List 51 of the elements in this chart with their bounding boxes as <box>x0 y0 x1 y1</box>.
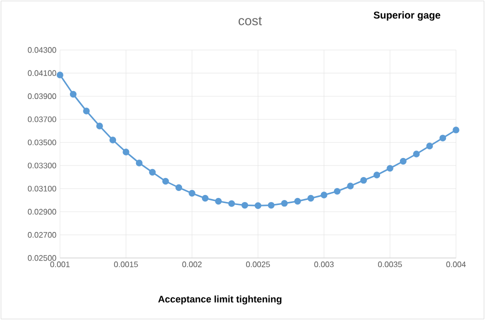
y-tick-label: 0.04100 <box>28 70 56 76</box>
point <box>254 202 262 209</box>
point <box>413 150 420 158</box>
point <box>268 202 275 209</box>
y-tick-label: 0.04300 <box>28 47 56 53</box>
point <box>56 72 64 78</box>
point <box>386 164 394 172</box>
point <box>294 198 301 205</box>
point <box>400 158 407 165</box>
point <box>334 188 341 195</box>
point <box>122 148 130 156</box>
x-axis-title: Acceptance limit tightening <box>158 296 282 304</box>
point <box>109 136 116 144</box>
point <box>426 142 433 150</box>
point <box>70 90 77 98</box>
chart-title: cost <box>238 16 262 26</box>
text: Superior gage <box>374 11 440 21</box>
y-tick-label: 0.02500 <box>28 255 56 261</box>
x-tick-label: 0.0015 <box>114 262 138 268</box>
point <box>228 200 235 207</box>
point <box>188 190 196 197</box>
point <box>347 182 354 190</box>
point <box>136 160 143 166</box>
point <box>281 200 288 207</box>
x-tick-label: 0.004 <box>446 262 466 268</box>
y-tick-label: 0.02900 <box>28 208 56 215</box>
x-tick-label: 0.001 <box>50 262 70 268</box>
point <box>175 184 182 191</box>
point <box>307 194 314 202</box>
y-tick-label: 0.03100 <box>28 186 56 192</box>
point <box>439 134 446 142</box>
y-tick-label: 0.03900 <box>28 93 56 100</box>
y-tick-label: 0.03700 <box>28 116 56 122</box>
x-tick-label: 0.0025 <box>246 262 270 268</box>
point <box>162 178 169 185</box>
x-tick-label: 0.003 <box>314 262 334 268</box>
y-tick-label: 0.03500 <box>28 140 56 146</box>
y-tick-label: 0.02700 <box>28 232 56 238</box>
point <box>373 172 380 178</box>
point <box>360 176 367 184</box>
point <box>149 168 156 176</box>
point <box>83 108 90 114</box>
point <box>320 192 328 198</box>
y-tick-label: 0.03300 <box>28 162 56 168</box>
x-tick-label: 0.0035 <box>378 262 402 268</box>
point <box>452 126 460 134</box>
point <box>202 194 209 202</box>
x-tick-label: 0.002 <box>182 262 202 268</box>
point <box>215 198 222 205</box>
point <box>96 122 103 130</box>
point <box>241 202 248 209</box>
